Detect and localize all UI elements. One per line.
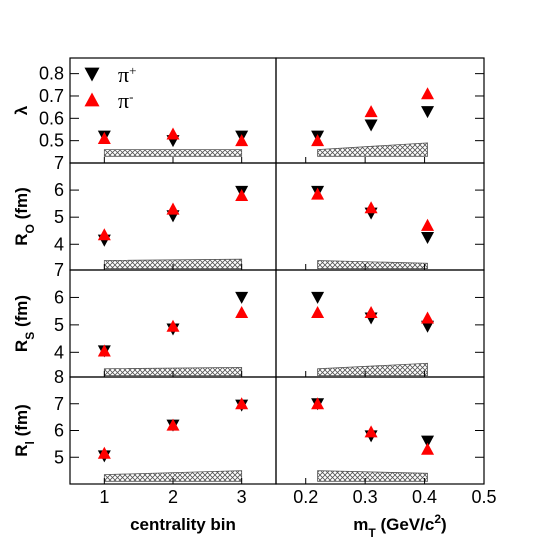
panel-1-2	[275, 57, 485, 164]
pi-minus-point	[421, 87, 435, 100]
systematic-band	[317, 362, 428, 377]
x-tick-label: 3	[237, 487, 247, 507]
x-tick-label: 2	[168, 487, 178, 507]
pi-plus-point	[421, 320, 435, 333]
pi-minus-point	[235, 189, 249, 202]
pi-plus-point	[311, 291, 325, 304]
y-tick-label: 4	[54, 234, 64, 254]
panel-2-1: 4 5 6 7	[54, 153, 484, 271]
panel-3-1: 4 5 6 7	[54, 260, 484, 378]
panel-frame	[275, 376, 485, 485]
systematic-band	[103, 258, 243, 270]
x-tick-label: 0.2	[293, 487, 318, 507]
x-axis-label: mT (GeV/c2)	[353, 512, 446, 540]
legend-marker-pi_minus	[84, 92, 100, 107]
y-tick-label: 7	[54, 394, 64, 414]
legend-label-pi_minus: π-	[118, 88, 133, 113]
pi-minus-point	[311, 187, 325, 200]
systematic-band	[317, 470, 428, 482]
y-axis-label: RS (fm)	[12, 295, 37, 352]
legend-label-pi_plus: π+	[118, 62, 136, 87]
pi-minus-point	[97, 344, 111, 357]
x-axis-label: centrality bin	[130, 515, 236, 534]
pi-plus-point	[235, 291, 249, 304]
pi-minus-point	[166, 418, 180, 431]
panel-frame	[69, 57, 277, 164]
pi-minus-point	[364, 425, 378, 438]
y-tick-label: 7	[54, 153, 64, 173]
plot-area: 0.5 0.60.70.8 λ 4 5 6 7 RO (fm) 4 5 6 7 RS (fm) 5 6 7 8R…	[12, 57, 497, 540]
y-tick-label: 6	[54, 180, 64, 200]
y-tick-label: 0.6	[39, 108, 64, 128]
y-axis-label: Rl (fm)	[12, 404, 37, 456]
panel-frame	[275, 162, 485, 271]
y-axis-label: RO (fm)	[12, 187, 37, 245]
y-tick-label: 5	[54, 315, 64, 335]
y-tick-label: 4	[54, 342, 64, 362]
pi-minus-point	[421, 311, 435, 324]
pi-minus-point	[364, 306, 378, 319]
x-axis-2: 0.2 0.3 0.4 0.5 mT (GeV/c2)	[293, 157, 497, 540]
systematic-band	[317, 142, 428, 157]
pi-minus-point	[97, 446, 111, 459]
systematic-band	[317, 260, 428, 270]
pi-plus-point	[421, 435, 435, 448]
y-tick-label: 5	[54, 207, 64, 227]
y-tick-label: 0.8	[39, 64, 64, 84]
pi-minus-point	[311, 134, 325, 147]
x-tick-label: 0.4	[412, 487, 437, 507]
y-tick-label: 5	[54, 447, 64, 467]
pi-minus-point	[235, 134, 249, 147]
pi-minus-point	[97, 228, 111, 241]
y-tick-label: 0.5	[39, 131, 64, 151]
pi-minus-point	[311, 306, 325, 319]
pi-minus-point	[364, 201, 378, 214]
pi-minus-point	[166, 202, 180, 215]
legend: π+π-	[84, 62, 136, 113]
panel-2-2	[275, 162, 485, 271]
pi-minus-point	[235, 306, 249, 319]
y-axis-label: λ	[12, 105, 31, 115]
y-tick-label: 7	[54, 260, 64, 280]
panel-3-2	[275, 269, 485, 378]
y-tick-label: 8	[54, 367, 64, 387]
legend-marker-pi_plus	[84, 67, 100, 82]
pi-minus-point	[364, 105, 378, 118]
pi-minus-point	[421, 218, 435, 231]
pi-minus-point	[421, 442, 435, 455]
pi-minus-point	[235, 397, 249, 410]
panel-frame	[275, 269, 485, 378]
pi-minus-point	[166, 127, 180, 140]
y-tick-label: 6	[54, 421, 64, 441]
x-tick-label: 0.3	[353, 487, 378, 507]
x-tick-label: 0.5	[471, 487, 496, 507]
panel-1-1: 0.5 0.60.70.8	[39, 57, 484, 164]
pi-minus-point	[311, 397, 325, 410]
pi-plus-point	[364, 119, 378, 132]
y-tick-label: 6	[54, 287, 64, 307]
systematic-band	[103, 149, 243, 157]
panel-4-1: 5 6 7 8	[54, 367, 484, 485]
systematic-band	[103, 470, 243, 482]
x-tick-label: 1	[99, 487, 109, 507]
pi-plus-point	[421, 231, 435, 244]
pi-minus-point	[97, 131, 111, 144]
y-tick-label: 0.7	[39, 86, 64, 106]
panel-4-2	[275, 376, 485, 485]
pi-minus-point	[166, 319, 180, 332]
pi-plus-point	[421, 106, 435, 119]
